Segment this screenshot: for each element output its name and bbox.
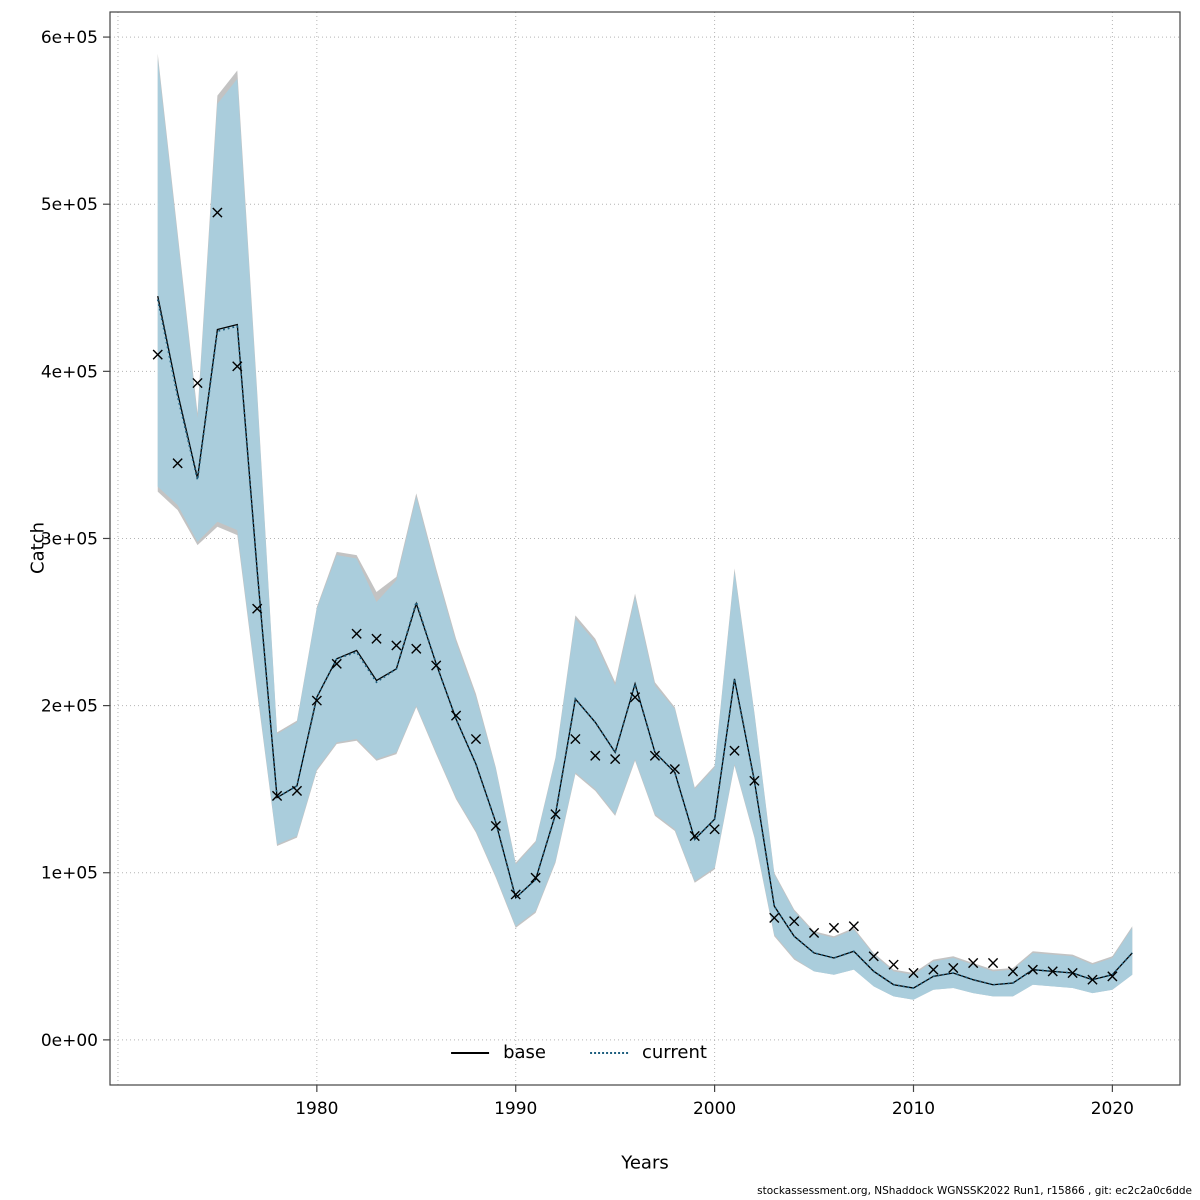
observed-marker — [987, 957, 999, 969]
y-tick-label: 5e+05 — [41, 195, 98, 215]
observed-marker — [629, 692, 641, 703]
y-tick-label: 1e+05 — [41, 864, 98, 884]
x-tick-label: 1990 — [494, 1099, 537, 1119]
legend-item-base: base — [451, 1042, 546, 1063]
observed-marker — [729, 745, 740, 756]
plot-border — [109, 11, 1181, 1086]
y-tick-label: 6e+05 — [41, 28, 98, 48]
observed-marker — [271, 790, 283, 801]
observed-marker — [470, 733, 482, 745]
observed-marker — [1047, 966, 1058, 977]
observed-marker — [808, 927, 820, 939]
observed-marker — [291, 785, 303, 796]
y-tick-label: 3e+05 — [41, 529, 98, 549]
observed-marker — [351, 628, 362, 639]
observed-marker — [689, 830, 700, 842]
observed-marker — [550, 809, 561, 820]
observed-marker — [908, 967, 919, 979]
observed-marker — [371, 633, 382, 644]
base-line-swatch — [451, 1051, 490, 1054]
legend-label-current: current — [641, 1042, 707, 1063]
observed-marker — [252, 603, 263, 614]
x-axis-title: Years — [621, 1152, 669, 1174]
observed-marker — [152, 349, 163, 360]
observed-marker — [391, 640, 402, 651]
observed-marker — [411, 643, 422, 654]
observed-marker — [968, 957, 979, 969]
observed-marker — [610, 753, 621, 765]
observed-marker — [192, 377, 203, 389]
observed-marker — [212, 207, 223, 218]
observed-marker — [1107, 971, 1118, 982]
current-line — [156, 299, 1133, 989]
observed-marker — [1027, 964, 1038, 975]
legend-label-base: base — [503, 1042, 546, 1063]
observed-marker — [669, 764, 680, 775]
observed-marker — [709, 824, 720, 835]
x-tick-label: 2000 — [693, 1099, 736, 1119]
observed-marker — [948, 962, 959, 974]
observed-marker — [789, 916, 800, 927]
observed-marker — [1087, 974, 1098, 985]
observed-marker — [431, 660, 442, 671]
observed-marker — [450, 710, 462, 721]
observed-marker — [590, 750, 601, 761]
observed-marker — [868, 951, 879, 962]
y-tick-label: 4e+05 — [41, 362, 98, 382]
observed-marker — [490, 820, 501, 832]
observed-marker — [888, 959, 899, 970]
confidence-band-current — [157, 58, 1133, 1000]
observed-marker — [331, 658, 342, 669]
confidence-band-base — [157, 53, 1133, 1000]
x-tick-label: 2010 — [892, 1099, 935, 1119]
x-tick-label: 1980 — [295, 1099, 338, 1119]
observed-marker — [769, 912, 780, 923]
observed-marker — [828, 922, 840, 933]
observed-marker — [530, 872, 541, 883]
y-tick-label: 2e+05 — [41, 697, 98, 717]
observed-marker — [848, 921, 859, 932]
footer-attribution: stockassessment.org, NShaddock WGNSSK202… — [757, 1185, 1192, 1197]
observed-marker — [928, 964, 939, 975]
observed-marker — [311, 695, 322, 706]
current-line-swatch — [589, 1051, 628, 1054]
y-axis-title: Catch — [27, 522, 49, 574]
x-tick-label: 2020 — [1091, 1099, 1134, 1119]
observed-marker — [649, 750, 661, 761]
observed-marker — [570, 733, 581, 745]
observed-marker — [232, 361, 243, 372]
observed-marker — [749, 775, 760, 786]
observed-marker — [172, 458, 183, 469]
legend-item-current: current — [589, 1042, 707, 1063]
observed-marker — [1067, 967, 1078, 979]
observed-marker — [1007, 966, 1019, 977]
observed-marker — [510, 889, 521, 900]
chart-legend: base current — [451, 1042, 707, 1063]
y-tick-label: 0e+00 — [41, 1031, 98, 1051]
